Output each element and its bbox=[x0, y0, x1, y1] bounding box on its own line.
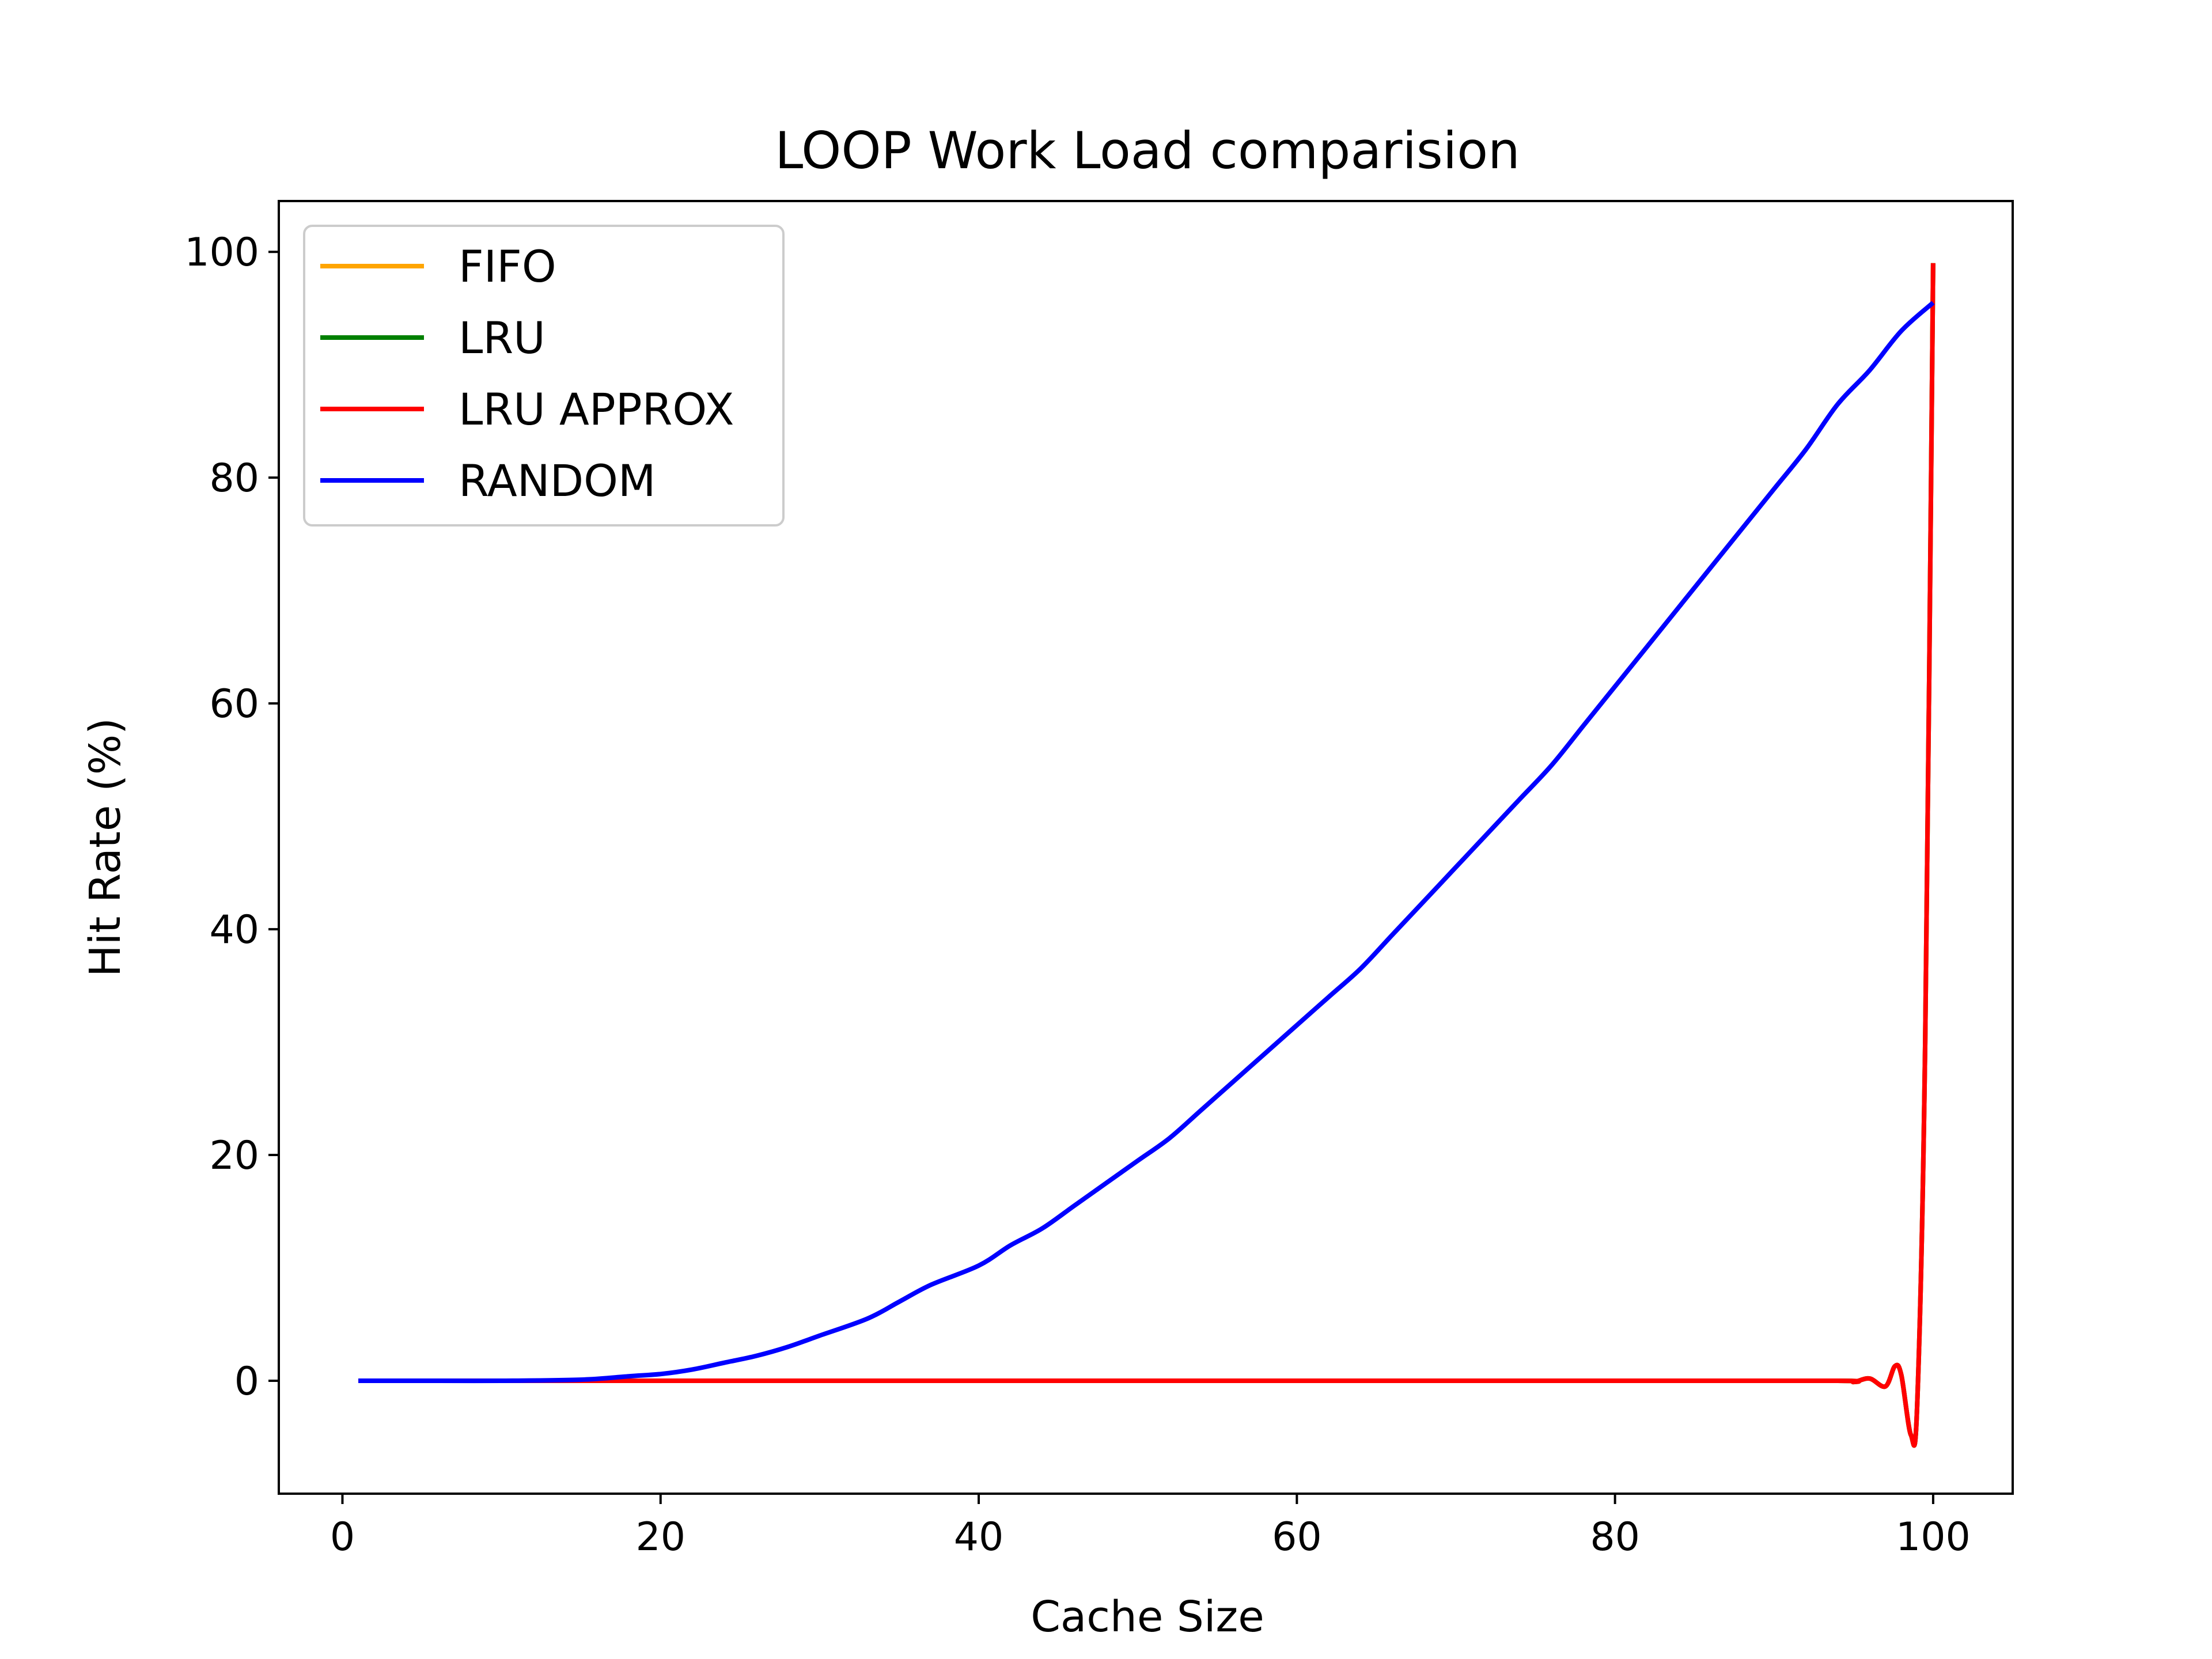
x-tick-label: 40 bbox=[954, 1514, 1004, 1560]
x-tick-label: 60 bbox=[1272, 1514, 1322, 1560]
legend-label-lru-approx: LRU APPROX bbox=[459, 384, 734, 435]
chart-title: LOOP Work Load comparision bbox=[775, 121, 1520, 180]
y-tick-label: 100 bbox=[184, 230, 259, 275]
legend-label-lru: LRU bbox=[459, 312, 546, 363]
legend-label-fifo: FIFO bbox=[459, 241, 556, 292]
legend-box bbox=[303, 225, 785, 527]
y-axis-label: Hit Rate (%) bbox=[81, 718, 130, 977]
x-tick-label: 80 bbox=[1590, 1514, 1640, 1560]
y-tick-label: 60 bbox=[209, 681, 259, 727]
series-line-lru-approx bbox=[358, 263, 1936, 1448]
y-tick-label: 20 bbox=[209, 1133, 259, 1179]
x-axis: 0 20 40 60 80 100 bbox=[330, 1494, 1971, 1560]
x-tick-label: 100 bbox=[1896, 1514, 1971, 1560]
y-axis: 0 20 40 60 80 100 bbox=[184, 230, 279, 1404]
y-tick-label: 80 bbox=[209, 456, 259, 501]
legend: FIFO LRU LRU APPROX RANDOM bbox=[303, 225, 785, 527]
legend-label-random: RANDOM bbox=[459, 455, 656, 506]
x-tick-label: 0 bbox=[330, 1514, 355, 1560]
y-tick-label: 0 bbox=[234, 1359, 259, 1404]
x-tick-label: 20 bbox=[635, 1514, 685, 1560]
x-axis-label: Cache Size bbox=[1031, 1592, 1264, 1642]
plot-area bbox=[358, 263, 1936, 1448]
plot-frame bbox=[278, 200, 2014, 1495]
series-line-random bbox=[358, 301, 1935, 1384]
y-tick-label: 40 bbox=[209, 907, 259, 953]
